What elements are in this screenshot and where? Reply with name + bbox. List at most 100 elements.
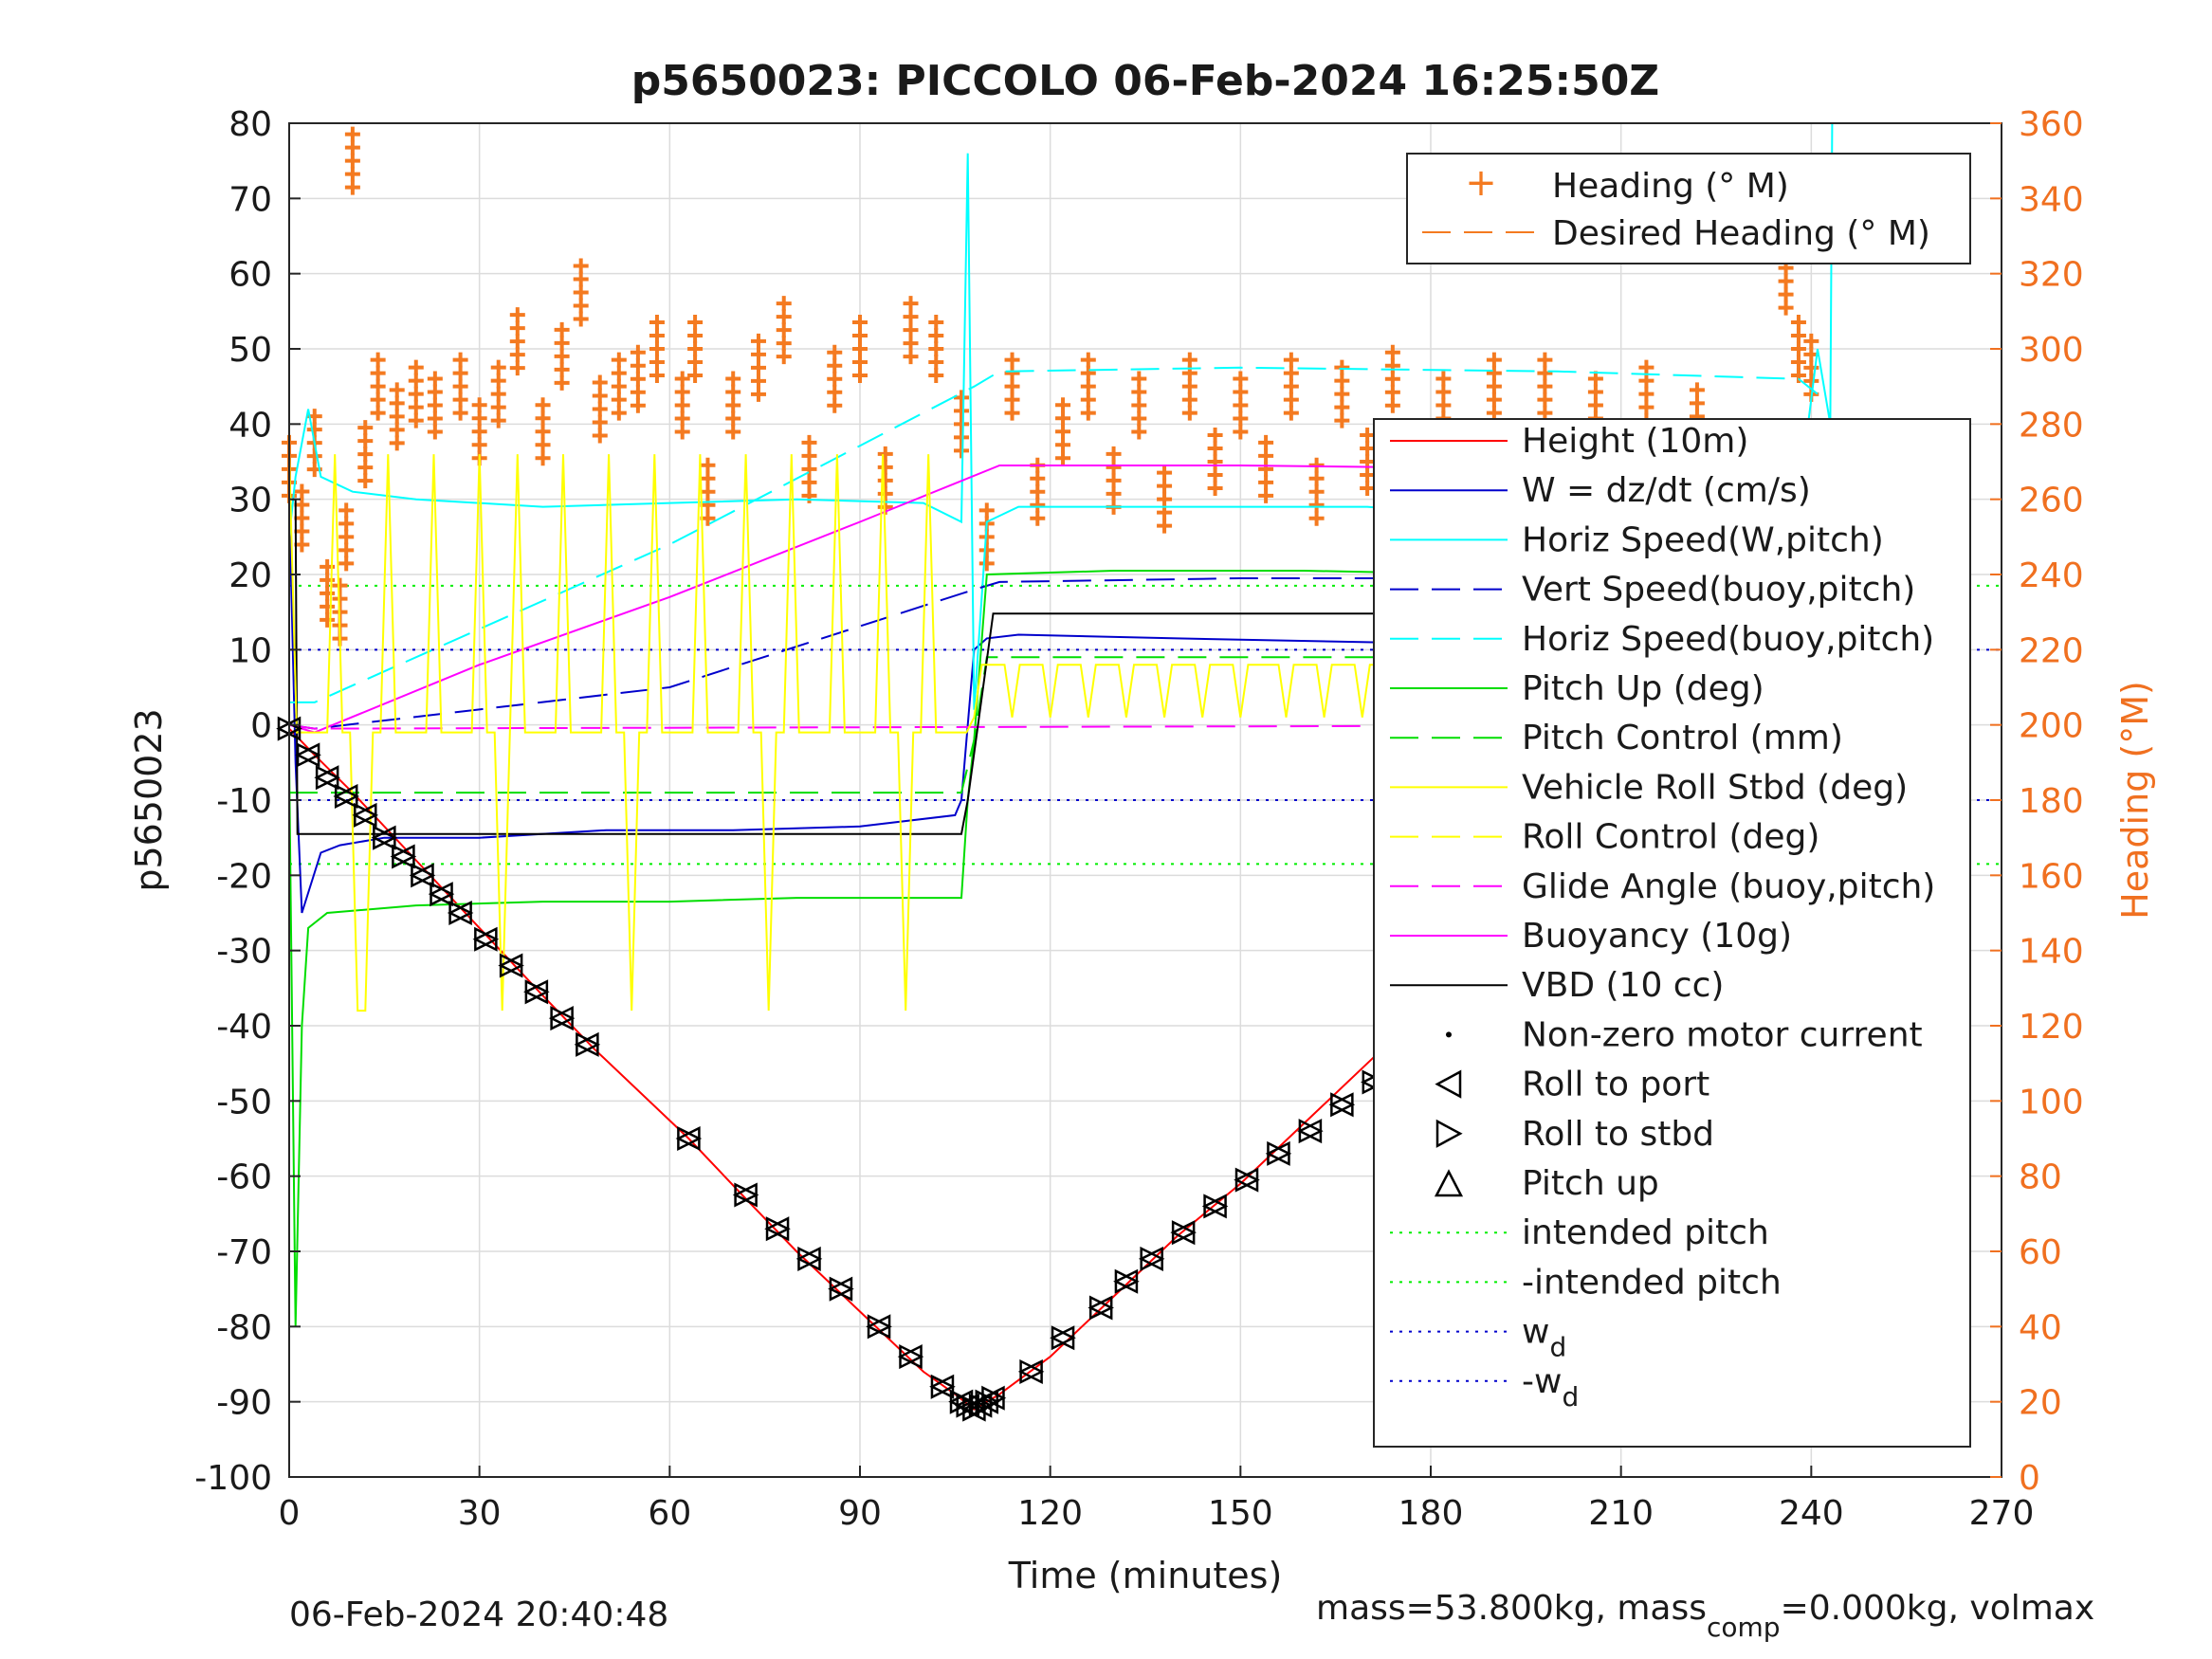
heading-plus-marker	[700, 457, 716, 473]
x-tick-label: 90	[838, 1494, 882, 1533]
heading-plus-marker	[801, 487, 817, 503]
y2-tick-label: 160	[2019, 857, 2084, 896]
y2-tick-label: 360	[2019, 105, 2084, 144]
heading-plus-marker	[1106, 472, 1122, 488]
heading-plus-marker	[649, 328, 665, 343]
heading-plus-marker	[1258, 461, 1274, 477]
y2-tick-label: 140	[2019, 933, 2084, 972]
heading-plus-marker	[1157, 465, 1173, 481]
heading-plus-marker	[1587, 397, 1603, 413]
heading-plus-marker	[611, 352, 627, 368]
heading-plus-marker	[490, 359, 506, 375]
heading-point	[776, 296, 792, 365]
heading-plus-marker	[1308, 470, 1325, 486]
heading-plus-marker	[573, 311, 589, 327]
heading-plus-marker	[1283, 405, 1299, 421]
roll-to-port-marker	[1234, 1167, 1259, 1193]
footer-mass-b: =0.000kg, volmax	[1781, 1589, 2095, 1628]
heading-plus-marker	[320, 585, 336, 601]
heading-plus-marker	[471, 397, 487, 413]
roll-to-stbd-marker	[550, 1006, 576, 1031]
heading-plus-marker	[1030, 483, 1046, 500]
heading-plus-marker	[1778, 273, 1794, 289]
heading-plus-marker	[338, 502, 355, 519]
heading-plus-marker	[408, 359, 424, 375]
heading-plus-marker	[687, 368, 704, 383]
legend-horiz-speed-w-pitch-label: Horiz Speed(W,pitch)	[1522, 520, 1884, 559]
y-tick-label: -70	[216, 1233, 272, 1272]
y2-tick-label: 300	[2019, 331, 2084, 370]
heading-legend-marker-icon: +	[1465, 161, 1497, 205]
heading-plus-marker	[509, 307, 525, 323]
heading-point	[1384, 344, 1400, 413]
heading-plus-marker	[1004, 392, 1020, 408]
heading-plus-marker	[554, 361, 570, 377]
main-legend: Height (10m) W = dz/dt (cm/s) Horiz Speed(…	[1373, 418, 1971, 1448]
heading-plus-marker	[611, 378, 627, 394]
roll-to-stbd-marker	[1203, 1194, 1229, 1219]
heading-plus-marker	[357, 460, 374, 476]
y2-tick-label: 120	[2019, 1008, 2084, 1047]
heading-plus-marker	[294, 483, 310, 500]
y-tick-label: 30	[229, 482, 272, 520]
heading-point	[1308, 457, 1325, 526]
heading-plus-marker	[427, 384, 443, 400]
heading-plus-marker	[611, 405, 627, 421]
heading-plus-marker	[649, 355, 665, 370]
heading-plus-marker	[1689, 382, 1705, 398]
y-tick-label: 10	[229, 631, 272, 670]
heading-point	[611, 352, 627, 421]
legend-pitch-up-icon	[1434, 1169, 1464, 1197]
heading-plus-marker	[852, 355, 868, 370]
heading-plus-marker	[490, 399, 506, 415]
roll-to-stbd-marker	[392, 844, 417, 869]
heading-plus-marker	[1790, 315, 1806, 330]
roll-to-stbd-marker	[1267, 1140, 1292, 1166]
legend-non-zero-motor-current-icon	[1446, 1031, 1452, 1038]
heading-plus-marker	[573, 284, 589, 301]
heading-plus-marker	[1004, 378, 1020, 394]
roll-to-stbd-marker	[499, 953, 524, 978]
heading-point	[1004, 352, 1020, 421]
heading-plus-marker	[306, 422, 322, 438]
y-tick-label: -60	[216, 1158, 272, 1197]
heading-point	[490, 359, 506, 428]
heading-plus-marker	[1384, 371, 1400, 387]
roll-to-port-marker	[897, 1344, 923, 1370]
heading-point	[344, 126, 360, 195]
heading-plus-marker	[592, 374, 608, 391]
heading-plus-marker	[1334, 373, 1350, 389]
heading-plus-marker	[1080, 352, 1096, 368]
heading-plus-marker	[1283, 352, 1299, 368]
heading-plus-marker	[1207, 428, 1223, 443]
heading-plus-marker	[408, 373, 424, 389]
heading-plus-marker	[357, 447, 374, 463]
heading-plus-marker	[877, 446, 893, 462]
heading-plus-marker	[611, 392, 627, 408]
roll-to-stbd-marker	[1019, 1358, 1045, 1384]
heading-plus-marker	[978, 502, 995, 519]
roll-to-stbd-marker	[981, 1385, 1007, 1411]
heading-plus-marker	[903, 296, 919, 312]
heading-point	[1486, 352, 1502, 421]
x-tick-label: 240	[1779, 1494, 1844, 1533]
x-tick-label: 0	[279, 1494, 301, 1533]
heading-plus-marker	[630, 357, 646, 374]
heading-point	[1055, 397, 1071, 466]
heading-plus-marker	[1157, 518, 1173, 534]
heading-point	[852, 315, 868, 383]
roll-to-stbd-marker	[334, 784, 359, 810]
heading-plus-marker	[592, 388, 608, 404]
legend-pitch-up-label: Pitch up	[1522, 1164, 1659, 1203]
heading-plus-marker	[1537, 378, 1553, 394]
heading-plus-marker	[827, 371, 843, 387]
heading-point	[1030, 457, 1046, 526]
heading-point	[592, 374, 608, 444]
series-vert-speed-buoy-pitch-	[288, 577, 1819, 730]
footer-timestamp: 06-Feb-2024 20:40:48	[289, 1595, 668, 1634]
heading-plus-marker	[1080, 392, 1096, 408]
heading-plus-marker	[452, 378, 468, 394]
legend-buoyancy-10g-label: Buoyancy (10g)	[1522, 917, 1792, 956]
heading-point	[725, 371, 741, 440]
